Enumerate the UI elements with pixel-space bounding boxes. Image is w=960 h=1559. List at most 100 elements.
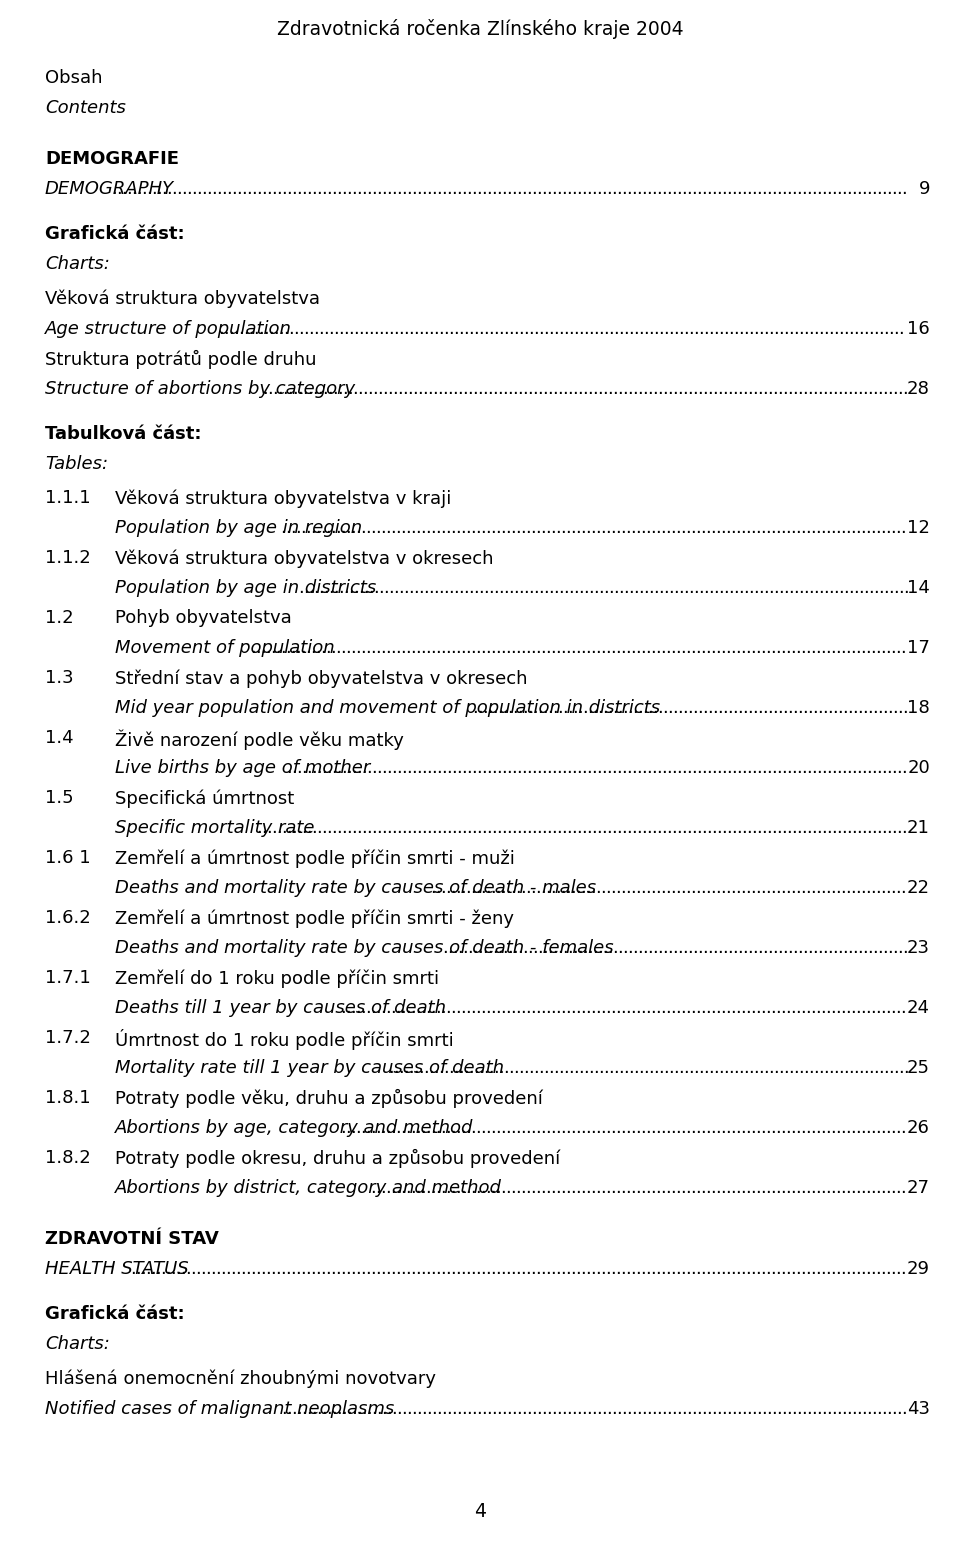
Text: .: .: [525, 1119, 531, 1137]
Text: .: .: [320, 519, 325, 536]
Text: .: .: [788, 578, 794, 597]
Text: .: .: [545, 1260, 551, 1278]
Text: .: .: [800, 999, 805, 1016]
Text: Věková struktura obyvatelstva v kraji: Věková struktura obyvatelstva v kraji: [115, 490, 451, 508]
Text: .: .: [580, 879, 586, 896]
Text: .: .: [478, 320, 484, 337]
Text: .: .: [798, 1059, 804, 1077]
Text: .: .: [310, 519, 316, 536]
Text: .: .: [348, 578, 353, 597]
Text: .: .: [368, 320, 373, 337]
Text: .: .: [580, 1179, 586, 1197]
Text: .: .: [855, 519, 861, 536]
Text: .: .: [460, 879, 466, 896]
Text: .: .: [876, 818, 881, 837]
Text: .: .: [768, 320, 774, 337]
Text: .: .: [633, 320, 638, 337]
Text: .: .: [501, 818, 507, 837]
Text: .: .: [741, 179, 747, 198]
Text: .: .: [816, 1400, 822, 1417]
Text: .: .: [840, 879, 846, 896]
Text: .: .: [712, 379, 718, 398]
Text: .: .: [635, 1179, 640, 1197]
Text: 16: 16: [907, 320, 930, 337]
Text: .: .: [542, 698, 548, 717]
Text: .: .: [750, 1260, 756, 1278]
Text: .: .: [815, 879, 821, 896]
Text: .: .: [686, 818, 692, 837]
Text: .: .: [765, 639, 771, 656]
Text: .: .: [451, 759, 457, 776]
Text: .: .: [576, 759, 582, 776]
Text: .: .: [285, 519, 291, 536]
Text: .: .: [301, 818, 307, 837]
Text: .: .: [186, 179, 192, 198]
Text: .: .: [620, 879, 626, 896]
Text: .: .: [566, 179, 572, 198]
Text: .: .: [561, 759, 566, 776]
Text: .: .: [851, 759, 856, 776]
Text: .: .: [745, 519, 751, 536]
Text: .: .: [548, 320, 554, 337]
Text: .: .: [692, 939, 698, 957]
Text: .: .: [747, 379, 753, 398]
Text: .: .: [405, 1179, 411, 1197]
Text: .: .: [848, 578, 853, 597]
Text: .: .: [781, 759, 787, 776]
Text: .: .: [360, 1119, 366, 1137]
Text: .: .: [422, 379, 428, 398]
Text: .: .: [660, 1260, 665, 1278]
Text: .: .: [672, 379, 678, 398]
Text: .: .: [773, 1059, 779, 1077]
Text: .: .: [650, 1179, 656, 1197]
Text: .: .: [818, 578, 824, 597]
Text: .: .: [361, 759, 367, 776]
Text: Contents: Contents: [45, 100, 126, 117]
Text: .: .: [306, 179, 312, 198]
Text: .: .: [290, 1260, 296, 1278]
Text: .: .: [605, 1179, 611, 1197]
Text: .: .: [507, 698, 513, 717]
Text: .: .: [690, 1119, 696, 1137]
Text: .: .: [376, 1400, 382, 1417]
Text: .: .: [291, 818, 297, 837]
Text: .: .: [845, 999, 851, 1016]
Text: .: .: [748, 578, 754, 597]
Text: .: .: [613, 320, 619, 337]
Text: .: .: [515, 519, 520, 536]
Text: .: .: [486, 759, 492, 776]
Text: .: .: [713, 1059, 719, 1077]
Text: .: .: [885, 519, 891, 536]
Text: .: .: [445, 1179, 451, 1197]
Text: .: .: [341, 818, 347, 837]
Text: .: .: [693, 1059, 699, 1077]
Text: .: .: [455, 879, 461, 896]
Text: .: .: [537, 939, 542, 957]
Text: .: .: [733, 320, 739, 337]
Text: .: .: [695, 1179, 701, 1197]
Text: .: .: [870, 519, 876, 536]
Text: .: .: [658, 578, 663, 597]
Text: .: .: [361, 1400, 367, 1417]
Text: .: .: [498, 578, 504, 597]
Text: .: .: [708, 320, 714, 337]
Text: .: .: [870, 639, 876, 656]
Text: .: .: [513, 578, 518, 597]
Text: .: .: [395, 1260, 400, 1278]
Text: .: .: [576, 179, 582, 198]
Text: .: .: [870, 1179, 876, 1197]
Text: .: .: [782, 698, 788, 717]
Text: .: .: [510, 1260, 516, 1278]
Text: .: .: [725, 879, 731, 896]
Text: .: .: [165, 1260, 171, 1278]
Text: .: .: [530, 1119, 536, 1137]
Text: .: .: [755, 1179, 760, 1197]
Text: .: .: [411, 759, 417, 776]
Text: .: .: [901, 1400, 907, 1417]
Text: .: .: [827, 1400, 832, 1417]
Text: .: .: [753, 379, 758, 398]
Text: .: .: [475, 519, 481, 536]
Text: .: .: [552, 379, 558, 398]
Text: .: .: [697, 939, 703, 957]
Text: .: .: [421, 759, 427, 776]
